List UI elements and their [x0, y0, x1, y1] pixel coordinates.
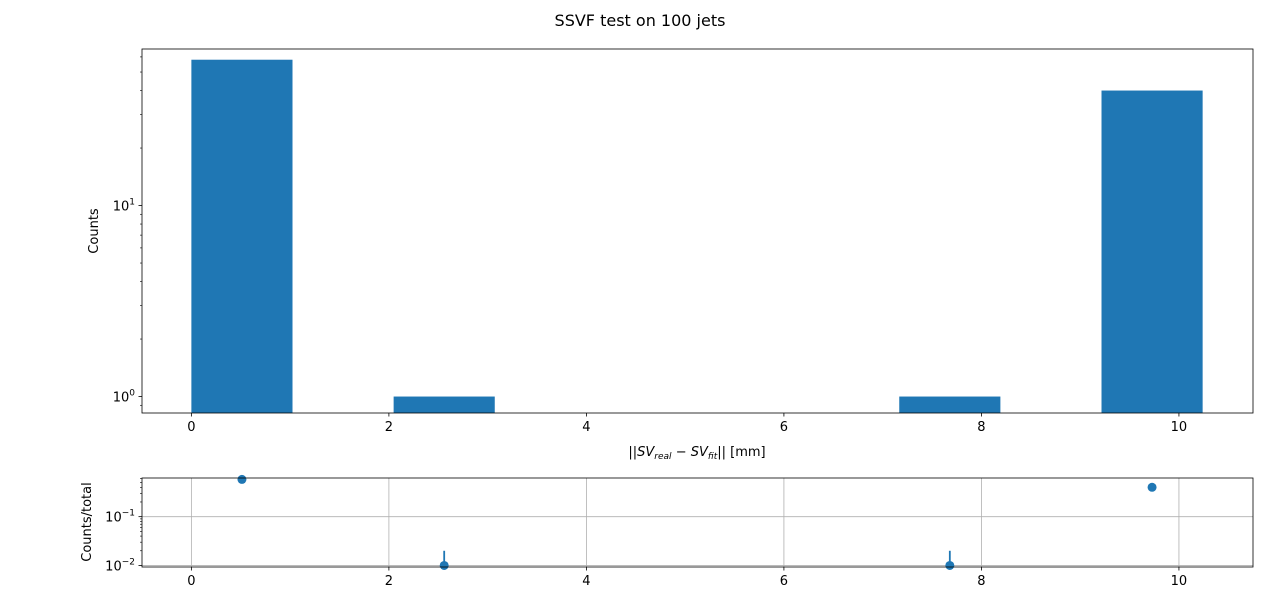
histogram-x-tick-label: 8	[977, 420, 985, 435]
ratio-x-tick-label: 2	[385, 574, 393, 589]
ratio-point	[439, 560, 449, 570]
x-label-sub-real: real	[654, 452, 672, 462]
histogram-bar	[899, 396, 1001, 413]
histogram-y-tick-label: 101	[113, 198, 135, 215]
histogram-frame	[141, 48, 1254, 414]
ratio-x-ticks: 0 2 4 6 8 10	[187, 567, 1187, 589]
histogram-y-label: Counts	[87, 208, 102, 254]
ratio-y-ticks: 10−2 10−1	[105, 478, 142, 574]
histogram-x-tick-label: 4	[582, 420, 590, 435]
ratio-frame	[141, 477, 1254, 568]
histogram-x-tick-label: 6	[780, 420, 788, 435]
x-label-prefix: ||	[628, 445, 637, 460]
ratio-x-tick-label: 6	[780, 574, 788, 589]
ratio-points	[237, 474, 1157, 570]
histogram-bar	[1101, 90, 1203, 413]
ratio-point	[237, 474, 247, 484]
x-label-sv-fit: SV	[691, 445, 709, 460]
x-label-sub-fit: fit	[708, 452, 718, 462]
histogram-x-label: ||SVreal − SVfit|| [mm]	[628, 445, 765, 462]
ratio-x-tick-label: 10	[1171, 574, 1188, 589]
x-label-sv-real: SV	[637, 445, 655, 460]
histogram-x-ticks: 0 2 4 6 8 10	[187, 413, 1187, 435]
ratio-y-tick-label: 10−1	[105, 509, 135, 526]
ratio-x-tick-label: 0	[187, 574, 195, 589]
histogram-bar	[393, 396, 495, 413]
chart-title: SSVF test on 100 jets	[555, 11, 726, 30]
x-label-suffix: || [mm]	[717, 445, 765, 460]
ratio-axes: 0 2 4 6 8 10 10−2 10−1 Counts/total	[80, 474, 1254, 589]
histogram-y-ticks: 100 101	[113, 56, 142, 406]
ratio-y-label: Counts/total	[80, 482, 95, 562]
ratio-x-tick-label: 8	[977, 574, 985, 589]
ratio-grid	[142, 478, 1253, 567]
histogram-x-tick-label: 10	[1171, 420, 1188, 435]
x-label-minus: −	[672, 445, 691, 460]
histogram-x-tick-label: 0	[187, 420, 195, 435]
histogram-bar	[191, 59, 293, 413]
histogram-x-tick-label: 2	[385, 420, 393, 435]
ratio-point	[945, 560, 955, 570]
ratio-x-tick-label: 4	[582, 574, 590, 589]
ratio-y-tick-label: 10−2	[105, 557, 135, 574]
histogram-bars	[191, 59, 1203, 413]
ratio-point	[1147, 482, 1157, 492]
histogram-y-tick-label: 100	[113, 389, 136, 406]
